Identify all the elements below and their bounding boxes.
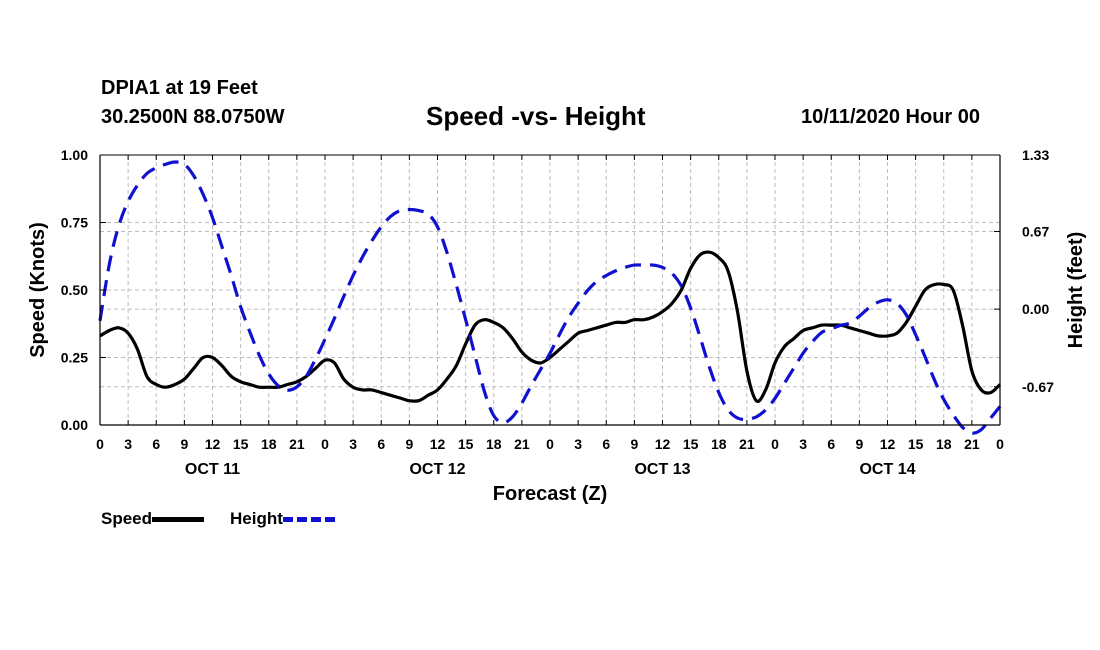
x-tick-label: 3 (799, 436, 807, 452)
x-tick-label: 6 (377, 436, 385, 452)
x-tick-label: 6 (827, 436, 835, 452)
run-time-label: 10/11/2020 Hour 00 (801, 106, 981, 128)
x-tick-label: 12 (655, 436, 671, 452)
y2-tick-label: 0.67 (1022, 223, 1049, 239)
legend-speed-label: Speed (101, 509, 153, 528)
y-tick-label: 0.75 (61, 215, 88, 231)
x-axis-title: Forecast (Z) (493, 483, 607, 505)
legend-speed-swatch (152, 516, 205, 522)
y-tick-label: 0.50 (61, 282, 88, 298)
x-tick-label: 9 (180, 436, 188, 452)
x-tick-label: 6 (152, 436, 160, 452)
legend-height: Height (230, 508, 335, 530)
x-tick-label: 12 (880, 436, 896, 452)
chart-title: Speed -vs- Height (426, 101, 646, 131)
day-label: OCT 14 (859, 461, 915, 478)
day-label: OCT 12 (409, 461, 465, 478)
x-tick-label: 9 (405, 436, 413, 452)
x-tick-label: 15 (683, 436, 699, 452)
x-tick-label: 3 (124, 436, 132, 452)
x-tick-label: 0 (771, 436, 779, 452)
series-line-speed (99, 250, 1002, 403)
y-tick-label: 1.00 (61, 147, 88, 163)
x-tick-label: 21 (964, 436, 980, 452)
x-tick-label: 12 (430, 436, 446, 452)
legend-height-label: Height (230, 509, 283, 528)
station-label: DPIA1 at 19 Feet (101, 77, 258, 99)
x-tick-label: 15 (908, 436, 924, 452)
series-line-height (98, 160, 1002, 435)
legend-height-swatch (282, 516, 335, 522)
x-tick-label: 3 (349, 436, 357, 452)
y2-tick-label: -0.67 (1022, 379, 1054, 395)
x-tick-label: 15 (233, 436, 249, 452)
x-tick-label: 18 (261, 436, 277, 452)
y-axis-title: Speed (Knots) (27, 222, 49, 358)
x-tick-label: 18 (711, 436, 727, 452)
x-tick-label: 21 (289, 436, 305, 452)
y-tick-label: 0.25 (61, 350, 88, 366)
x-tick-label: 0 (996, 436, 1004, 452)
y2-tick-label: 0.00 (1022, 301, 1049, 317)
y2-tick-label: 1.33 (1022, 147, 1049, 163)
y-tick-label: 0.00 (61, 417, 88, 433)
plot-frame (99, 154, 1001, 426)
x-tick-label: 18 (936, 436, 952, 452)
day-label: OCT 13 (634, 461, 690, 478)
x-tick-label: 21 (739, 436, 755, 452)
y2-axis-title: Height (feet) (1065, 232, 1087, 349)
grid-lines (100, 155, 1000, 425)
x-tick-label: 9 (855, 436, 863, 452)
day-label: OCT 11 (185, 461, 240, 478)
x-tick-label: 12 (205, 436, 221, 452)
legend-speed: Speed (101, 508, 205, 530)
axis-labels: 0 3 6 9 12 15 18 21 0 3 6 9 12 15 18 21 0 3 6 9 12 15 18 21 0 3 6 9… (61, 147, 1054, 478)
coordinates-label: 30.2500N 88.0750W (101, 106, 285, 128)
x-tick-label: 21 (514, 436, 530, 452)
x-tick-label: 6 (602, 436, 610, 452)
x-tick-label: 9 (630, 436, 638, 452)
x-tick-label: 0 (96, 436, 104, 452)
x-tick-label: 0 (321, 436, 329, 452)
x-tick-label: 15 (458, 436, 474, 452)
x-tick-label: 18 (486, 436, 502, 452)
x-tick-label: 0 (546, 436, 554, 452)
x-tick-label: 3 (574, 436, 582, 452)
series-lines (98, 160, 1002, 435)
